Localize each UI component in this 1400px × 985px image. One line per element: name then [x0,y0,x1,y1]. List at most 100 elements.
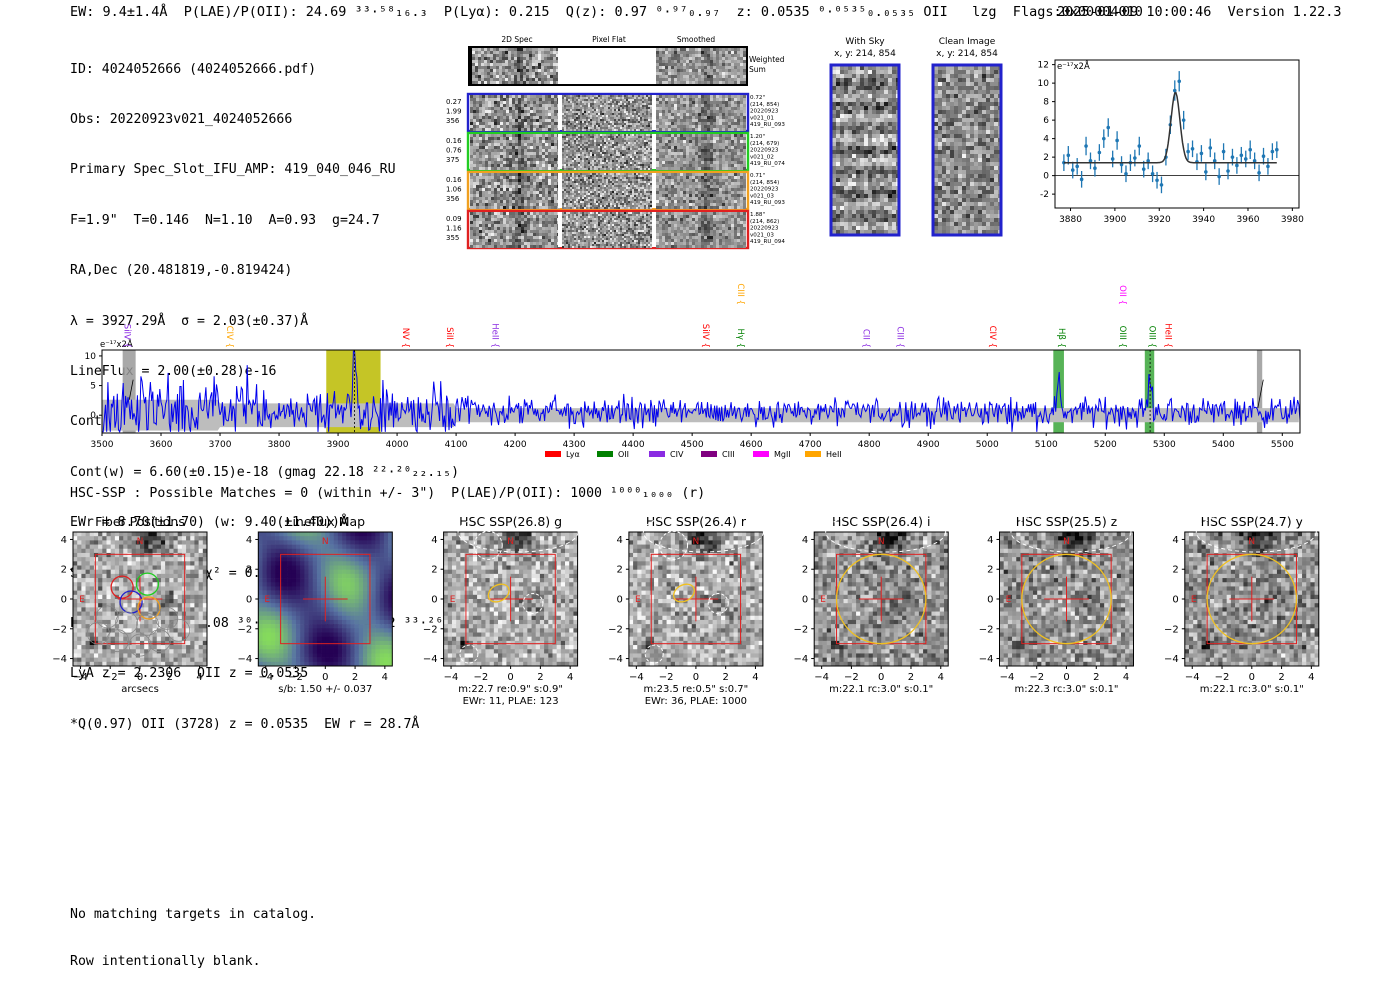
image-xtick-label: −4 [258,672,273,683]
image-xtick-label: −4 [1000,672,1015,683]
cutout-2dspec [470,173,560,209]
zoom-point [1231,155,1235,159]
image-ytick-label: −2 [793,624,808,635]
zoom-xtick-label: 3960 [1237,215,1260,225]
cutout-right-label: v021_03 [750,232,774,238]
image-panel-title: HSC SSP(26.8) g [459,514,562,529]
spectrum-line-label: CIII { [895,326,905,348]
image-xtick-label: 2 [537,672,543,683]
cutout-right-label: v021_01 [750,115,774,121]
cutout-right-label: 419_RU_093 [750,200,785,206]
image-xtick-label: −4 [1185,672,1200,683]
spectrum-xtick-label: 3700 [209,440,232,450]
spectrum-xtick-label: 3900 [327,440,350,450]
cutout-gap [652,134,656,169]
east-label: E [1006,595,1012,605]
zoom-point [1071,168,1075,172]
cutout-left-label: 1.16 [446,225,462,233]
image-xtick-label: 0 [878,672,884,683]
image-caption: EWr: 11, PLAE: 123 [463,696,559,707]
cutout-2dspec [470,134,560,170]
image-ytick-label: 0 [1172,595,1178,606]
zoom-ytick-label: -2 [1040,190,1049,200]
image-xtick-label: −4 [444,672,459,683]
cutout-smoothed [656,95,746,131]
image-ytick-label: 0 [246,595,252,606]
cutout-right-label: 0.71" [750,173,765,179]
east-label: E [635,595,641,605]
cutout-right-label: v021_03 [750,193,774,199]
cutout-right-label: 419_RU_094 [750,239,785,245]
image-panel-title: Fiber Positions [95,514,185,529]
cutout-col-title: Pixel Flat [592,35,626,44]
zoom-point [1106,126,1110,130]
image-xtick-label: 0 [693,672,699,683]
cutout-gap [652,95,656,130]
spectrum-xtick-label: 5000 [976,440,999,450]
zoom-point [1266,165,1270,169]
image-caption: m:22.7 re:0.9" s:0.9" [458,684,563,695]
cutout-gap [558,95,562,130]
legend-swatch [805,451,821,457]
info-fit-params: F=1.9" T=0.146 N=1.10 A=0.93 g=24.7 [70,213,483,230]
zoom-xtick-label: 3920 [1148,215,1171,225]
legend-label: OII [618,450,629,459]
image-ytick-label: 0 [617,595,623,606]
spectrum-xtick-label: 5200 [1094,440,1117,450]
image-xtick-label: 4 [382,672,388,683]
info-spec-slot: Primary Spec_Slot_IFU_AMP: 419_040_046_R… [70,162,483,179]
legend-label: HeII [826,450,842,459]
image-ytick-label: 4 [431,535,437,546]
cutout-left-label: 0.16 [446,176,462,184]
cutout-right-label: 20220923 [750,187,779,193]
zoom-ytick-label: 8 [1043,98,1049,108]
image-ytick-label: −2 [1164,624,1179,635]
zoom-ytick-label: 2 [1043,153,1049,163]
cutout-right-label: (214, 854) [750,102,779,108]
zoom-point [1271,150,1275,154]
cutout-gap [652,212,656,247]
zoom-point [1248,148,1252,152]
spectrum-xtick-label: 4600 [740,440,763,450]
image-panel-title: HSC SSP(26.4) i [832,514,930,529]
spectrum-xtick-label: 4900 [917,440,940,450]
image-ytick-label: 4 [987,535,993,546]
image-xtick-label: 2 [1278,672,1284,683]
spectrum-line-label: SiIV { [121,324,131,348]
zoom-model-line [1064,93,1277,163]
zoom-point [1204,170,1208,174]
zoom-point [1235,164,1239,168]
north-label: N [322,537,329,547]
cutout-left-label: 375 [446,156,459,164]
spectrum-xtick-label: 4800 [858,440,881,450]
zoom-ytick-label: 10 [1038,79,1050,89]
image-ytick-label: 2 [246,565,252,576]
zoom-point [1102,137,1106,141]
zoom-xtick-label: 3900 [1103,215,1126,225]
zoom-point [1173,89,1177,93]
image-caption: s/b: 1.50 +/- 0.037 [278,684,372,695]
image-xtick-label: −2 [103,672,118,683]
east-label: E [264,595,270,605]
image-ytick-label: −4 [52,654,67,665]
zoom-point [1240,153,1244,157]
image-xtick-label: 2 [352,672,358,683]
north-label: N [693,537,700,547]
image-xtick-label: −4 [73,672,88,683]
header-summary: EW: 9.4±1.4Å P(LAE)/P(OII): 24.69 ³³·⁵⁸₁… [70,4,1143,20]
spectrum-ytick-label: 5 [90,382,96,392]
image-xtick-label: −2 [473,672,488,683]
cutout-pixelflat [562,173,652,209]
zoom-point [1217,175,1221,179]
cutout-col-title: 2D Spec [501,35,532,44]
legend-swatch [545,451,561,457]
cutout-gap [558,212,562,247]
north-label: N [878,537,885,547]
legend-label: CIII [722,450,735,459]
image-ytick-label: 0 [987,595,993,606]
zoom-point [1124,172,1128,176]
cutout-pixelflat [562,134,652,170]
zoom-ytick-label: 6 [1043,116,1049,126]
spectrum-xtick-label: 4500 [681,440,704,450]
